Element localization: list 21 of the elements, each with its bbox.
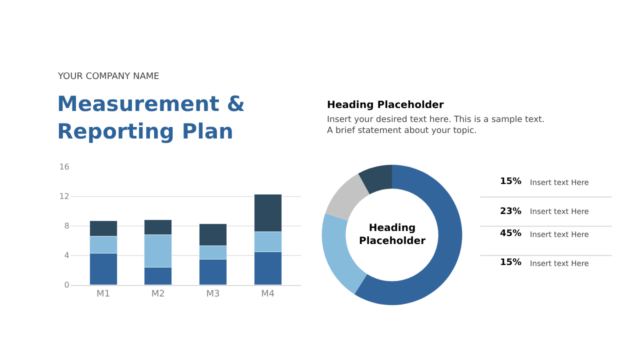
- text: 45%: [500, 229, 522, 239]
- x-tick-label: M4: [261, 290, 275, 300]
- x-tick-label: M3: [206, 290, 220, 300]
- text: 23%: [500, 207, 522, 217]
- y-tick-label: 16: [59, 162, 70, 172]
- text: 15%: [500, 177, 522, 187]
- text: YOUR COMPANY NAME: [57, 72, 160, 82]
- x-tick-label: M2: [151, 290, 165, 300]
- donut-slice: [354, 164, 462, 306]
- chart-subtitle: Insert your desired text here. This is a sample text. A brief statement about your topic.: [327, 115, 545, 136]
- y-tick-label: 0: [64, 280, 70, 290]
- donut-slice: [325, 173, 370, 221]
- y-tick-label: 8: [64, 222, 70, 231]
- y-tick-label: 12: [59, 192, 70, 202]
- text: 15%: [500, 258, 522, 268]
- text: Heading Placeholder: [359, 223, 426, 247]
- y-tick-label: 4: [64, 251, 70, 260]
- donut-slice: [358, 164, 392, 194]
- chart-title: Heading Placeholder: [327, 100, 444, 111]
- chart-title: Measurement & Reporting Plan: [57, 92, 246, 144]
- x-tick-label: M1: [96, 290, 110, 300]
